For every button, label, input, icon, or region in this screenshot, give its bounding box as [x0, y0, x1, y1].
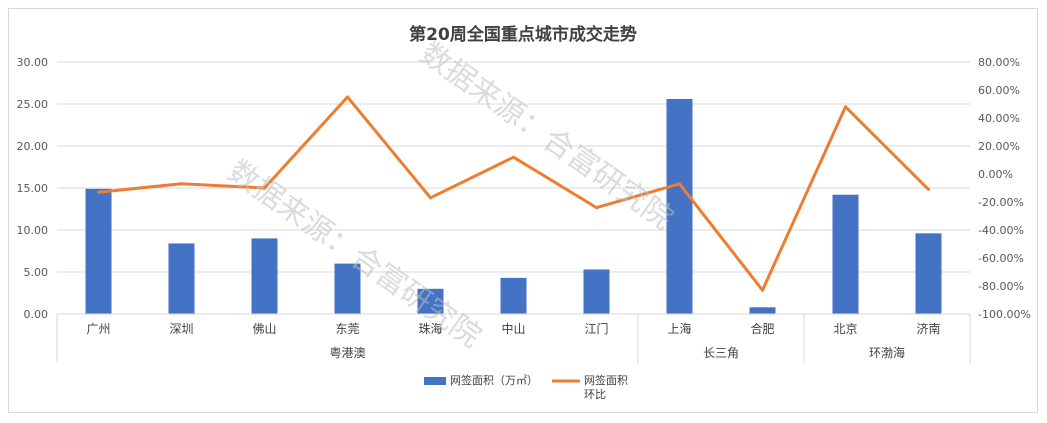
left-tick-label: 20.00	[17, 140, 49, 153]
legend-bar-swatch	[424, 377, 446, 385]
bar	[500, 277, 527, 314]
category-label: 江门	[584, 321, 608, 336]
right-tick-label: 0.00%	[978, 168, 1013, 181]
right-tick-label: 60.00%	[978, 84, 1020, 97]
legend-bar-label: 网签面积（万㎡）	[450, 373, 538, 387]
left-tick-label: 25.00	[17, 98, 49, 111]
category-label: 北京	[833, 322, 857, 336]
bar	[251, 238, 278, 314]
line-point	[761, 288, 764, 292]
bar	[915, 233, 942, 314]
category-label: 中山	[501, 321, 525, 336]
chart-frame	[8, 8, 1038, 413]
line-point	[263, 186, 266, 190]
category-label: 合肥	[750, 321, 774, 336]
right-tick-label: 40.00%	[978, 112, 1020, 125]
watermark: 数据来源：合富研究院 数据来源：合富研究院	[221, 36, 679, 355]
category-label: 佛山	[252, 322, 276, 336]
category-label: 广州	[86, 322, 110, 336]
right-tick-label: 20.00%	[978, 140, 1020, 153]
category-label: 东莞	[335, 322, 359, 336]
left-axis-ticks: 0.00 5.00 10.00 15.00 20.00 25.00 30.00	[17, 56, 49, 321]
group-label: 粤港澳	[329, 345, 365, 360]
group-label: 长三角	[703, 346, 739, 360]
legend-line-label-1: 网签面积	[584, 373, 628, 387]
line-point	[595, 206, 598, 210]
left-tick-label: 30.00	[17, 56, 49, 69]
bar	[832, 194, 859, 314]
line-point	[97, 190, 100, 194]
category-label: 深圳	[169, 322, 193, 336]
right-tick-label: -20.00%	[978, 196, 1024, 209]
chart-title: 第20周全国重点城市成交走势	[409, 24, 637, 45]
bar	[583, 269, 610, 314]
category-label: 上海	[667, 321, 691, 336]
legend: 网签面积（万㎡） 网签面积 环比	[424, 373, 628, 401]
line-point	[429, 196, 432, 200]
line-series	[97, 95, 930, 292]
category-label: 珠海	[418, 321, 442, 336]
category-label: 济南	[916, 321, 940, 336]
left-tick-label: 0.00	[24, 308, 49, 321]
left-tick-label: 10.00	[17, 224, 49, 237]
line-point	[844, 105, 847, 109]
bar	[749, 307, 776, 314]
right-tick-label: -40.00%	[978, 224, 1024, 237]
bar-series	[85, 98, 942, 315]
bar	[417, 288, 444, 314]
legend-line-label-2: 环比	[584, 388, 606, 401]
line-point	[346, 95, 349, 99]
group-label: 环渤海	[869, 345, 905, 360]
right-tick-label: -80.00%	[978, 280, 1024, 293]
right-tick-label: 80.00%	[978, 56, 1020, 69]
line-point	[678, 182, 681, 186]
left-tick-label: 15.00	[17, 182, 49, 195]
left-tick-label: 5.00	[24, 266, 49, 279]
line-point	[927, 187, 930, 191]
right-axis-ticks: -100.00% -80.00% -60.00% -40.00% -20.00% 0.00…	[978, 56, 1031, 321]
right-tick-label: -100.00%	[978, 308, 1031, 321]
line-point	[180, 182, 183, 186]
bar	[168, 243, 195, 314]
bar	[666, 98, 693, 315]
watermark-text-1: 数据来源：合富研究院	[413, 36, 679, 237]
right-tick-label: -60.00%	[978, 252, 1024, 265]
bar	[334, 263, 361, 314]
bar	[85, 188, 112, 314]
line-point	[512, 155, 515, 159]
